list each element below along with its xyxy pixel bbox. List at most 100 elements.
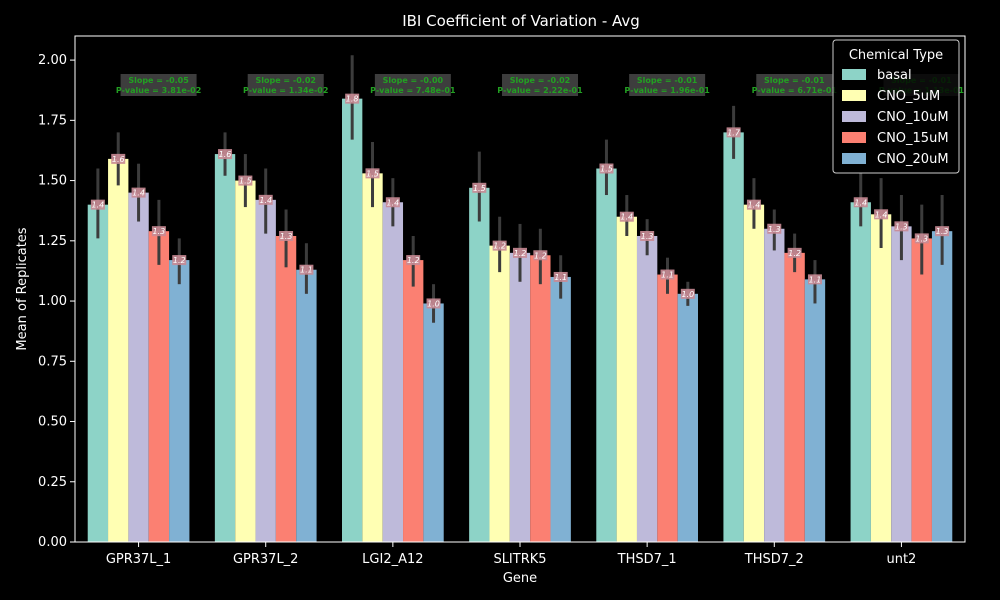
y-axis-label: Mean of Replicates xyxy=(15,227,30,350)
bar-basal-GPR37L_2 xyxy=(215,154,235,542)
bar-basal-SLITRK5 xyxy=(469,188,489,542)
data-label: 1.7 xyxy=(727,128,741,137)
y-tick-label: 0.75 xyxy=(38,354,67,369)
bar-CNO_15uM-THSD7_2 xyxy=(784,253,804,542)
data-label: 1.3 xyxy=(153,227,166,236)
y-tick-label: 1.50 xyxy=(38,174,67,189)
y-tick-label: 0.25 xyxy=(38,475,67,490)
bar-CNO_10uM-THSD7_1 xyxy=(637,236,657,542)
bar-CNO_15uM-unt2 xyxy=(912,238,932,542)
data-label: 1.4 xyxy=(386,198,399,207)
data-label: 1.4 xyxy=(875,210,888,219)
legend-swatch-basal xyxy=(842,69,866,80)
legend-swatch-CNO_20uM xyxy=(842,153,866,164)
bar-basal-GPR37L_1 xyxy=(88,205,108,542)
data-label: 1.8 xyxy=(346,95,359,104)
y-tick-label: 1.25 xyxy=(38,234,67,249)
annotation-slope: Slope = -0.00 xyxy=(383,76,444,85)
annotation-pvalue: P-value = 3.81e-02 xyxy=(116,86,201,95)
data-label: 1.2 xyxy=(493,242,506,251)
bar-CNO_5uM-SLITRK5 xyxy=(489,246,509,542)
y-tick-label: 2.00 xyxy=(38,53,67,68)
bar-CNO_15uM-GPR37L_2 xyxy=(276,236,296,542)
bar-CNO_10uM-GPR37L_1 xyxy=(128,193,148,542)
annotation-pvalue: P-value = 1.34e-02 xyxy=(243,86,328,95)
data-label: 1.4 xyxy=(132,189,145,198)
data-label: 1.5 xyxy=(366,169,379,178)
data-label: 1.1 xyxy=(554,273,567,282)
data-label: 1.4 xyxy=(854,198,867,207)
data-label: 1.3 xyxy=(915,234,928,243)
y-tick-label: 1.75 xyxy=(38,113,67,128)
bar-CNO_15uM-SLITRK5 xyxy=(530,255,550,542)
data-label: 1.4 xyxy=(620,213,633,222)
bar-basal-THSD7_1 xyxy=(596,169,616,542)
data-label: 1.3 xyxy=(936,227,949,236)
y-tick-label: 0.50 xyxy=(38,415,67,430)
x-tick-label: LGI2_A12 xyxy=(362,552,423,567)
data-label: 1.6 xyxy=(112,155,125,164)
legend-label-CNO_10uM: CNO_10uM xyxy=(877,110,949,125)
annotation-slope: Slope = -0.01 xyxy=(764,76,825,85)
legend-swatch-CNO_15uM xyxy=(842,132,866,143)
bar-CNO_10uM-SLITRK5 xyxy=(510,253,530,542)
legend-label-CNO_20uM: CNO_20uM xyxy=(877,152,949,167)
bar-CNO_20uM-LGI2_A12 xyxy=(423,303,443,542)
x-tick-label: GPR37L_2 xyxy=(233,552,299,567)
bar-CNO_15uM-LGI2_A12 xyxy=(403,260,423,542)
data-label: 1.2 xyxy=(173,256,186,265)
data-label: 1.2 xyxy=(407,256,420,265)
annotation-slope: Slope = -0.01 xyxy=(637,76,698,85)
data-label: 1.5 xyxy=(239,177,252,186)
data-label: 1.4 xyxy=(259,196,272,205)
data-label: 1.4 xyxy=(748,201,761,210)
bar-CNO_5uM-unt2 xyxy=(871,214,891,542)
bar-CNO_5uM-THSD7_2 xyxy=(744,205,764,542)
bar-CNO_15uM-THSD7_1 xyxy=(657,275,677,542)
bar-CNO_15uM-GPR37L_1 xyxy=(149,231,169,542)
legend-title: Chemical Type xyxy=(849,48,943,63)
data-label: 1.5 xyxy=(600,165,613,174)
data-label: 1.0 xyxy=(427,299,440,308)
annotation-slope: Slope = -0.05 xyxy=(128,76,189,85)
bar-CNO_20uM-SLITRK5 xyxy=(551,277,571,542)
data-label: 1.6 xyxy=(219,150,232,159)
bar-CNO_5uM-GPR37L_1 xyxy=(108,159,128,542)
annotation-pvalue: P-value = 7.48e-01 xyxy=(370,86,456,95)
data-label: 1.2 xyxy=(514,249,527,258)
bar-basal-THSD7_2 xyxy=(723,132,743,542)
x-axis-label: Gene xyxy=(503,571,537,586)
data-label: 1.2 xyxy=(534,251,547,260)
data-label: 1.1 xyxy=(809,275,822,284)
data-label: 1.5 xyxy=(473,184,486,193)
annotation-pvalue: P-value = 2.22e-01 xyxy=(497,86,583,95)
data-label: 1.1 xyxy=(661,271,674,280)
bar-basal-unt2 xyxy=(851,202,871,542)
legend-swatch-CNO_10uM xyxy=(842,111,866,122)
data-label: 1.3 xyxy=(768,225,781,234)
bar-CNO_5uM-THSD7_1 xyxy=(617,217,637,542)
bar-CNO_5uM-LGI2_A12 xyxy=(362,173,382,542)
data-label: 1.3 xyxy=(280,232,293,241)
y-tick-label: 1.00 xyxy=(38,294,67,309)
annotation-pvalue: P-value = 1.96e-01 xyxy=(624,86,710,95)
data-label: 1.1 xyxy=(300,266,313,275)
data-label: 1.2 xyxy=(788,249,801,258)
legend: Chemical Type basal CNO_5uM CNO_10uM CNO_15… xyxy=(833,40,959,173)
data-label: 1.3 xyxy=(895,222,908,231)
legend-label-CNO_15uM: CNO_15uM xyxy=(877,131,949,146)
data-label: 1.4 xyxy=(92,201,105,210)
bar-CNO_10uM-GPR37L_2 xyxy=(256,200,276,542)
bar-CNO_20uM-THSD7_1 xyxy=(678,294,698,542)
bar-CNO_5uM-GPR37L_2 xyxy=(235,181,255,542)
y-tick-label: 0.00 xyxy=(38,535,67,550)
annotation-pvalue: P-value = 6.71e-01 xyxy=(752,86,838,95)
chart-title: IBI Coefficient of Variation - Avg xyxy=(402,12,640,30)
bar-CNO_20uM-unt2 xyxy=(932,231,952,542)
data-label: 1.0 xyxy=(681,290,694,299)
bar-CNO_10uM-LGI2_A12 xyxy=(383,202,403,542)
x-tick-label: SLITRK5 xyxy=(493,552,546,567)
bar-CNO_20uM-GPR37L_1 xyxy=(169,260,189,542)
annotation-slope: Slope = -0.02 xyxy=(510,76,570,85)
